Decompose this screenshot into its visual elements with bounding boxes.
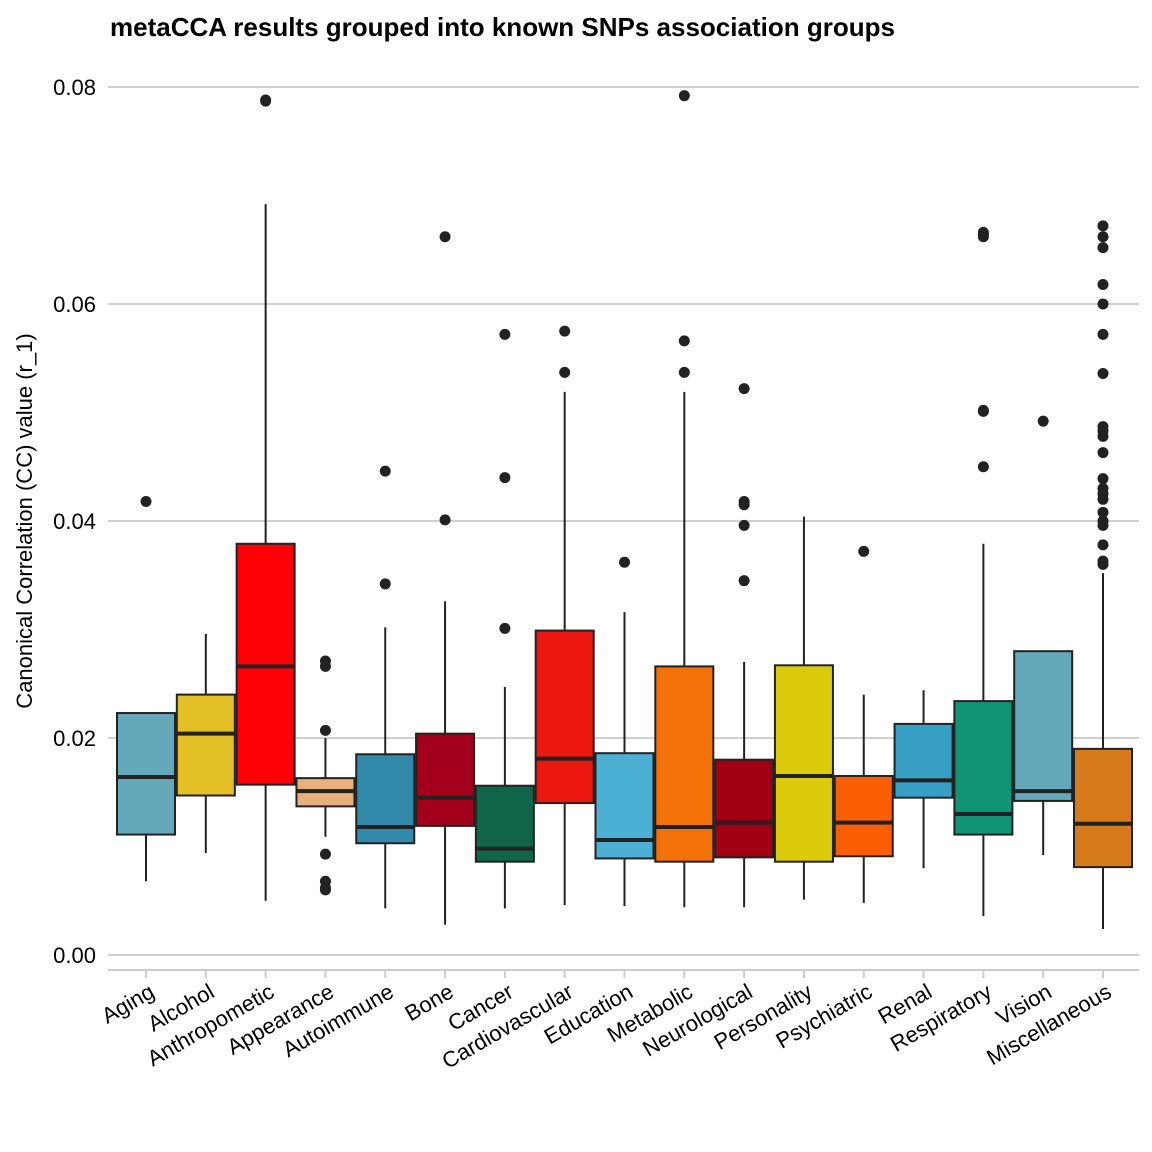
y-tick-label: 0.00	[53, 943, 96, 968]
outlier-point	[977, 226, 989, 238]
outlier-point	[499, 328, 511, 340]
outlier-point	[977, 461, 989, 473]
outlier-point	[379, 465, 391, 477]
outlier-point	[140, 495, 152, 507]
box-neurological	[714, 383, 775, 908]
box-renal	[893, 690, 954, 869]
box-respiratory	[953, 226, 1014, 916]
box-education	[594, 556, 655, 907]
outlier-point	[1097, 298, 1109, 310]
box-anthropometic	[235, 94, 296, 901]
box-autoimmune	[355, 465, 416, 909]
outlier-point	[1097, 242, 1109, 254]
outlier-point	[1097, 515, 1109, 527]
box-bone	[415, 231, 476, 925]
outlier-point	[678, 90, 690, 102]
outlier-point	[319, 724, 331, 736]
outlier-point	[1097, 447, 1109, 459]
outlier-point	[738, 383, 750, 395]
outlier-point	[619, 556, 630, 568]
outlier-point	[439, 514, 451, 526]
outlier-point	[1097, 555, 1109, 567]
outlier-point	[1097, 421, 1109, 433]
outlier-point	[319, 655, 331, 667]
outlier-point	[260, 94, 272, 106]
outlier-point	[1037, 415, 1049, 427]
outlier-point	[858, 545, 870, 557]
box-body	[235, 542, 296, 786]
box-psychiatric	[833, 545, 894, 903]
box-body	[415, 732, 476, 827]
box-miscellaneous	[1073, 220, 1133, 929]
box-body	[594, 752, 655, 860]
y-tick-label: 0.02	[53, 726, 96, 751]
outlier-point	[738, 575, 750, 587]
outlier-point	[319, 848, 331, 860]
outlier-point	[1097, 482, 1109, 494]
outlier-point	[678, 335, 690, 347]
outlier-point	[977, 404, 989, 416]
outlier-point	[559, 325, 571, 337]
boxes-layer	[116, 90, 1133, 929]
box-body	[116, 712, 176, 836]
outlier-point	[738, 519, 750, 531]
chart-title: metaCCA results grouped into known SNPs …	[110, 12, 895, 42]
y-axis-label: Canonical Correlation (CC) value (r_1)	[12, 333, 37, 708]
box-body	[175, 693, 236, 797]
box-body	[893, 722, 954, 799]
outlier-point	[1097, 506, 1109, 518]
outlier-point	[559, 366, 571, 378]
box-aging	[116, 495, 176, 882]
box-cancer	[474, 328, 535, 909]
box-body	[654, 665, 715, 863]
box-vision	[1013, 415, 1074, 856]
outlier-point	[1097, 231, 1109, 243]
outlier-point	[439, 231, 451, 243]
box-body	[534, 629, 595, 805]
outlier-point	[499, 622, 511, 634]
y-tick-label: 0.06	[53, 292, 96, 317]
outlier-point	[1097, 278, 1109, 290]
y-axis-ticks: 0.00 0.02 0.04 0.06 0.08	[53, 75, 96, 968]
box-alcohol	[175, 633, 236, 854]
outlier-point	[1097, 473, 1109, 485]
outlier-point	[738, 495, 750, 507]
box-body	[773, 664, 834, 863]
box-body	[833, 774, 894, 858]
box-personality	[773, 516, 834, 900]
outlier-point	[1097, 367, 1109, 379]
outlier-point	[319, 882, 331, 894]
box-body	[1073, 747, 1133, 869]
outlier-point	[379, 578, 391, 590]
box-appearance	[295, 655, 356, 896]
x-axis-ticks: AgingAlcoholAnthropometicAppearanceAutoi…	[97, 970, 1116, 1074]
y-tick-label: 0.04	[53, 509, 96, 534]
outlier-point	[678, 366, 690, 378]
y-tick-label: 0.08	[53, 75, 96, 100]
outlier-point	[1097, 539, 1109, 551]
box-body	[1013, 650, 1074, 802]
box-metabolic	[654, 90, 715, 908]
outlier-point	[1097, 220, 1109, 232]
outlier-point	[499, 472, 511, 484]
box-body	[355, 753, 416, 845]
box-body	[714, 758, 775, 859]
outlier-point	[1097, 328, 1109, 340]
box-cardiovascular	[534, 325, 595, 906]
